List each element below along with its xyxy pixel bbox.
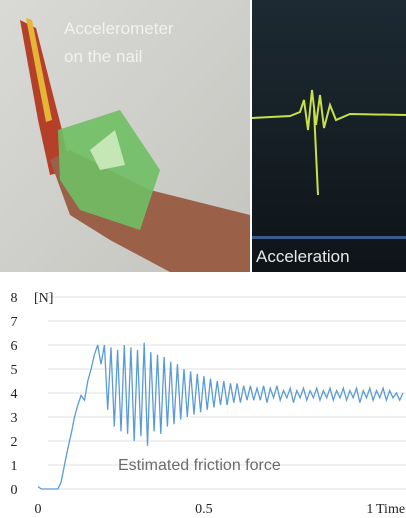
x-tick-label: 0	[35, 502, 42, 517]
x-tick-label: 1	[366, 502, 373, 517]
photo-label: on the nail	[64, 47, 142, 66]
y-axis-label: [N]	[34, 291, 53, 306]
y-tick-label: 8	[11, 291, 18, 306]
y-tick-label: 0	[11, 483, 18, 498]
y-tick-label: 2	[11, 435, 18, 450]
y-tick-label: 3	[11, 411, 18, 426]
photo-right: Acceleration	[251, 0, 406, 272]
y-tick-label: 1	[11, 459, 18, 474]
data-line	[37, 342, 404, 490]
y-tick-label: 5	[11, 363, 18, 378]
x-axis-label: Time[s]	[376, 502, 406, 517]
photo-label: Accelerometer	[64, 19, 174, 38]
photo-label: Acceleration	[256, 247, 350, 266]
y-tick-label: 4	[11, 387, 18, 402]
x-tick-label: 0.5	[195, 502, 213, 517]
y-tick-label: 7	[11, 315, 18, 330]
y-tick-label: 6	[11, 339, 18, 354]
annotation: Estimated friction force	[118, 457, 281, 474]
photo-left: Accelerometer on the nail	[0, 0, 250, 272]
